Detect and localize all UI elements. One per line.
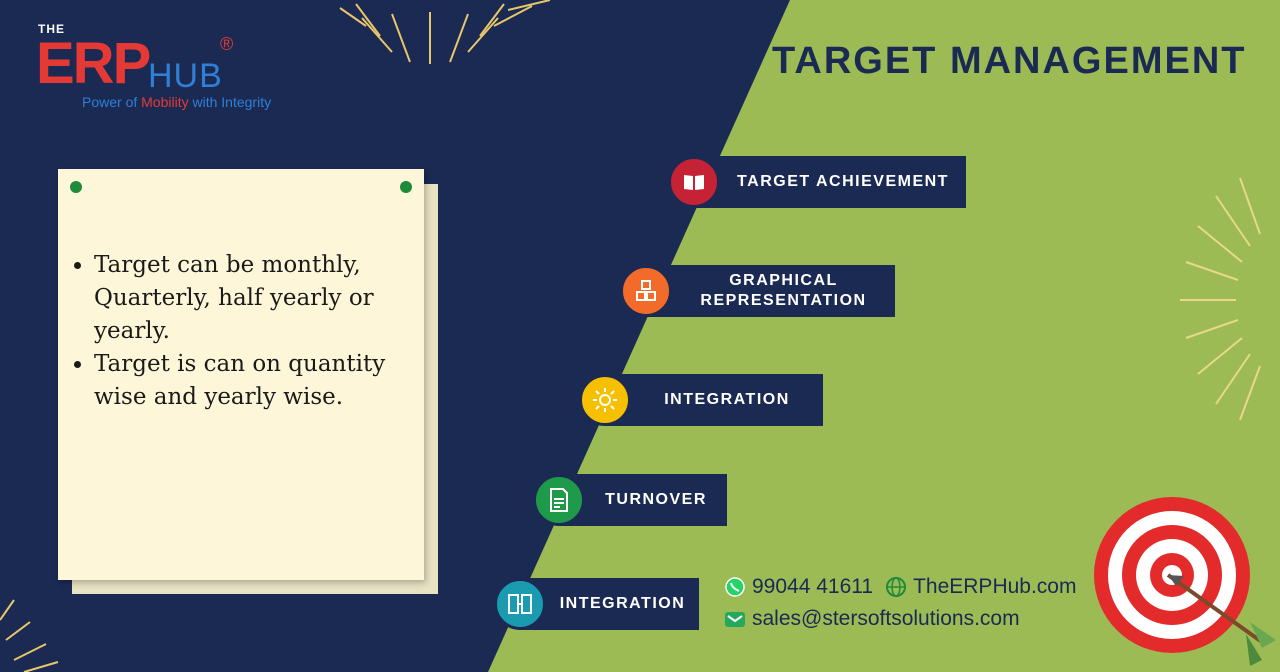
sunburst-right: [1180, 177, 1261, 421]
server-icon: [494, 578, 546, 630]
step-label: TURNOVER: [559, 474, 727, 526]
step-integration-1[interactable]: INTEGRATION: [579, 374, 823, 426]
logo-erp: ERP: [36, 31, 151, 96]
pin-icon: [400, 181, 412, 193]
whatsapp-icon: [724, 576, 746, 598]
pin-icon: [70, 181, 82, 193]
email-row: sales@stersoftsolutions.com: [724, 607, 1020, 631]
registered-mark: ®: [220, 34, 234, 54]
logo-the: THE: [38, 22, 65, 36]
step-turnover[interactable]: TURNOVER: [533, 474, 727, 526]
email-icon: [724, 608, 746, 630]
dartboard: [1094, 497, 1276, 666]
website-link[interactable]: TheERPHub.com: [913, 575, 1077, 598]
step-label: INTEGRATION: [605, 374, 823, 426]
step-label: GRAPHICAL REPRESENTATION: [646, 265, 895, 317]
cubes-icon: [620, 265, 672, 317]
sun-icon: [579, 374, 631, 426]
invoice-icon: [533, 474, 585, 526]
step-label: INTEGRATION: [520, 578, 699, 630]
email-link[interactable]: sales@stersoftsolutions.com: [752, 607, 1020, 630]
erphub-logo[interactable]: THE ERP HUB ® Power of Mobility with Int…: [36, 22, 306, 114]
contact-row: 99044 41611 TheERPHub.com: [724, 575, 1076, 599]
step-graphical-representation[interactable]: GRAPHICAL REPRESENTATION: [620, 265, 895, 317]
sunburst-bottom-left: [0, 599, 59, 672]
step-target-achievement[interactable]: TARGET ACHIEVEMENT: [668, 156, 966, 208]
book-icon: [668, 156, 720, 208]
sunburst-top: [339, 0, 551, 64]
logo-tagline: Power of Mobility with Integrity: [82, 94, 272, 110]
page-title: TARGET MANAGEMENT: [772, 40, 1247, 82]
sticky-note: Target can be monthly, Quarterly, half y…: [58, 169, 424, 580]
logo-hub: HUB: [148, 57, 223, 95]
note-bullet: Target is can on quantity wise and yearl…: [94, 348, 404, 414]
globe-icon: [885, 576, 907, 598]
note-bullets: Target can be monthly, Quarterly, half y…: [68, 249, 404, 414]
phone-number[interactable]: 99044 41611: [752, 575, 874, 598]
step-label: TARGET ACHIEVEMENT: [694, 156, 966, 208]
step-integration-2[interactable]: INTEGRATION: [494, 578, 699, 630]
note-bullet: Target can be monthly, Quarterly, half y…: [94, 249, 404, 348]
